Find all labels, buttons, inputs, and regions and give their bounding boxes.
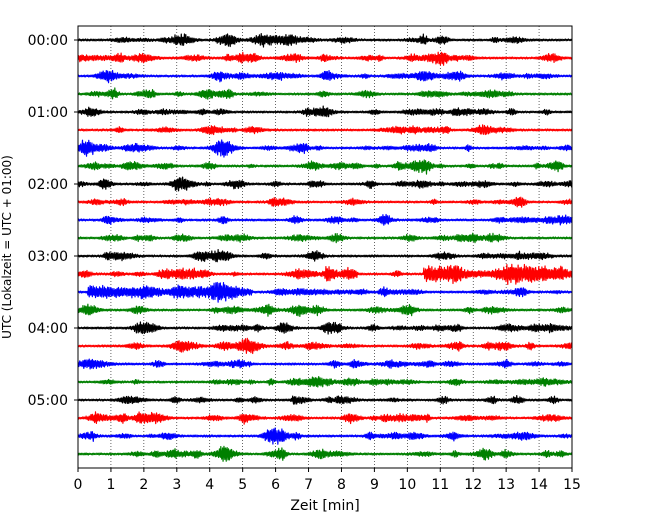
y-axis-ticks: 00:00 01:00 02:00 03:00 04:00 05:00 xyxy=(28,33,78,409)
y-tick-label: 03:00 xyxy=(28,249,68,265)
trace-row-17 xyxy=(77,337,573,355)
trace-row-19 xyxy=(77,376,573,388)
x-tick-label: 14 xyxy=(530,477,548,493)
plot-frame xyxy=(77,25,573,469)
x-tick-label: 4 xyxy=(205,477,214,493)
x-tick-label: 0 xyxy=(74,477,83,493)
x-tick-label: 11 xyxy=(431,477,449,493)
y-tick-label: 05:00 xyxy=(28,393,68,409)
x-tick-label: 15 xyxy=(563,477,581,493)
trace-row-11 xyxy=(77,232,573,244)
trace-row-23 xyxy=(77,445,573,462)
x-tick-label: 6 xyxy=(271,477,280,493)
y-tick-label: 01:00 xyxy=(28,105,68,121)
trace-row-21 xyxy=(77,411,573,425)
trace-row-1 xyxy=(77,51,573,66)
trace-row-18 xyxy=(77,358,573,370)
trace-row-7 xyxy=(77,159,573,175)
trace-row-22 xyxy=(77,427,573,445)
trace-row-15 xyxy=(77,303,573,318)
y-axis-label: UTC (Lokalzeit = UTC + 01:00) xyxy=(0,155,14,339)
trace-row-6 xyxy=(77,139,573,158)
y-tick-label: 04:00 xyxy=(28,321,68,337)
x-tick-label: 10 xyxy=(398,477,416,493)
x-tick-label: 2 xyxy=(139,477,148,493)
x-tick-label: 9 xyxy=(370,477,379,493)
plot-background xyxy=(78,26,572,468)
trace-row-3 xyxy=(77,87,573,100)
x-tick-label: 3 xyxy=(172,477,181,493)
x-tick-label: 5 xyxy=(238,477,247,493)
trace-row-10 xyxy=(77,213,573,226)
x-tick-label: 1 xyxy=(106,477,115,493)
trace-row-20 xyxy=(77,394,573,405)
trace-row-12 xyxy=(77,248,573,263)
trace-row-9 xyxy=(77,196,573,208)
x-tick-label: 13 xyxy=(497,477,515,493)
x-tick-label: 7 xyxy=(304,477,313,493)
trace-row-16 xyxy=(77,321,573,335)
trace-row-8 xyxy=(77,176,573,192)
x-axis-label: Zeit [min] xyxy=(290,498,359,514)
trace-row-5 xyxy=(77,124,573,136)
trace-row-2 xyxy=(77,69,573,84)
trace-row-13 xyxy=(77,263,573,286)
trace-row-4 xyxy=(77,105,573,118)
seismogram-traces xyxy=(77,33,573,462)
y-tick-label: 00:00 xyxy=(28,33,68,49)
x-tick-label: 8 xyxy=(337,477,346,493)
trace-row-0 xyxy=(77,33,573,48)
x-tick-label: 12 xyxy=(464,477,482,493)
y-tick-label: 02:00 xyxy=(28,177,68,193)
trace-row-14 xyxy=(77,281,573,303)
x-axis-ticks: 0 1 2 3 4 5 6 7 8 9 10 11 12 13 14 15 xyxy=(74,468,581,493)
